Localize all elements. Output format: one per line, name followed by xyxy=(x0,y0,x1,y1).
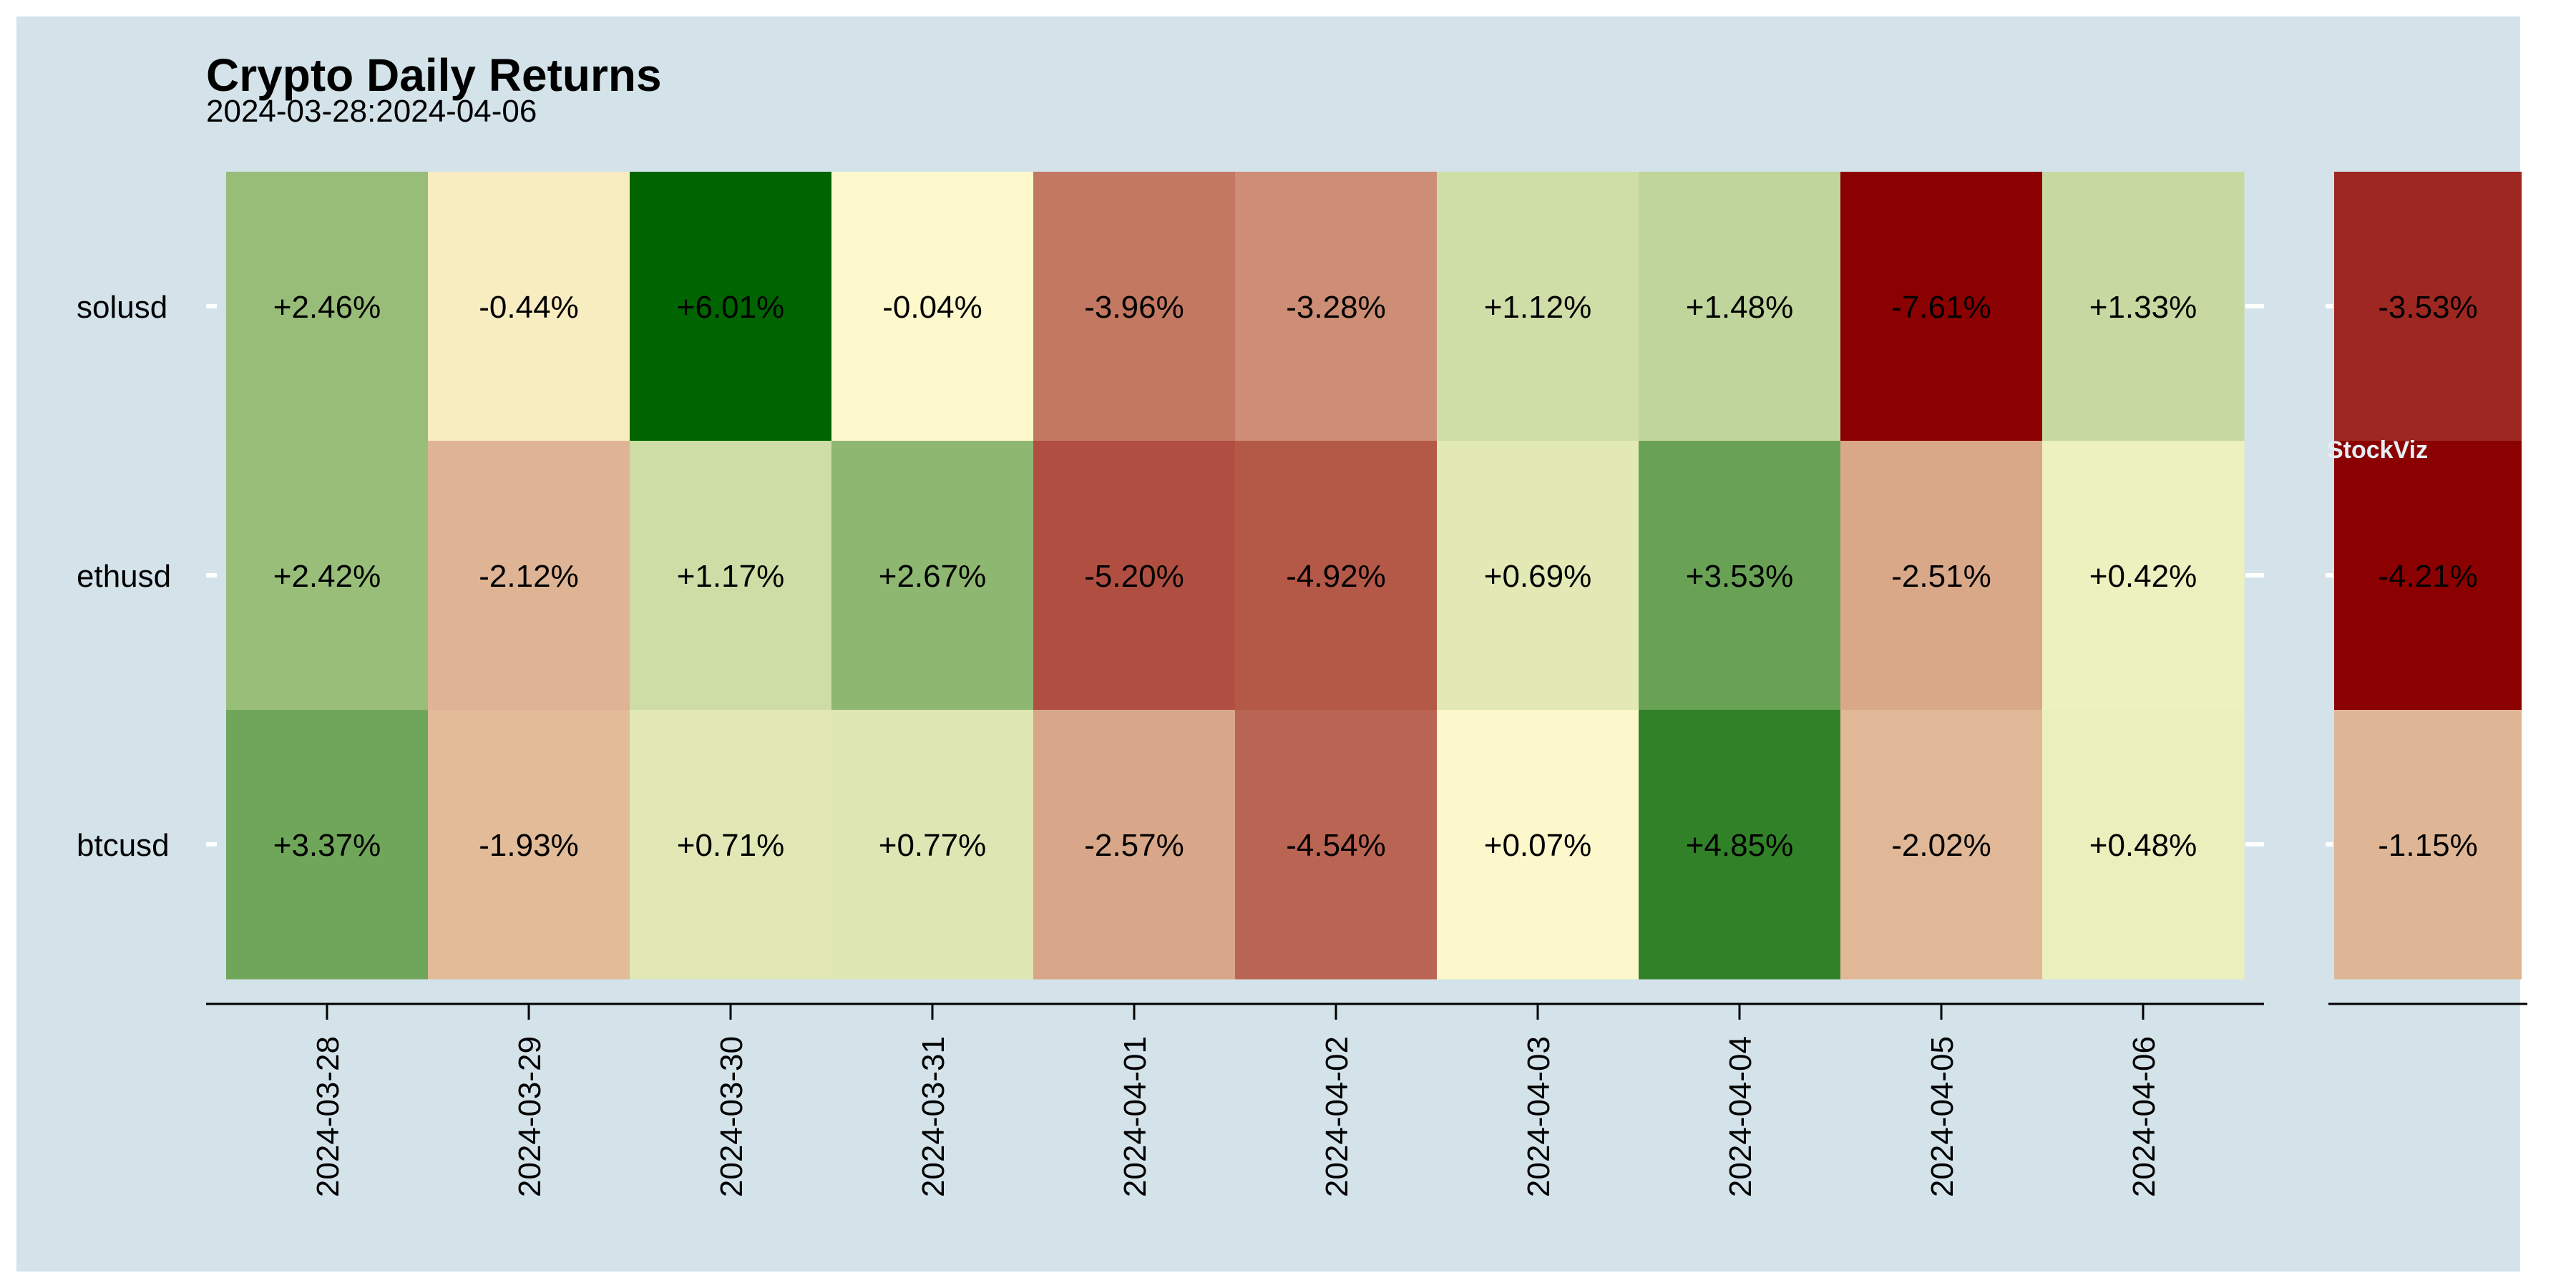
cell-label: +2.42% xyxy=(273,559,381,594)
heatmap-cell xyxy=(630,441,832,711)
x-tick-label: 2024-04-03 xyxy=(1521,1036,1556,1197)
heatmap-cell xyxy=(1033,710,1236,980)
cell-label: -3.96% xyxy=(1084,290,1184,325)
heatmap-cell xyxy=(831,172,1034,441)
heatmap-cell xyxy=(428,441,630,711)
cell-label: +2.67% xyxy=(879,559,986,594)
cell-label: -2.57% xyxy=(1084,828,1184,863)
cell-label: +1.33% xyxy=(2089,290,2197,325)
x-tick-label: 2024-04-05 xyxy=(1925,1036,1960,1197)
x-tick-label: 2024-04-04 xyxy=(1723,1036,1758,1197)
heatmap-cell xyxy=(226,441,429,711)
heatmap-cell xyxy=(831,441,1034,711)
cell-label: +0.77% xyxy=(879,828,986,863)
heatmap-cell xyxy=(428,172,630,441)
heatmap-cell xyxy=(1235,172,1438,441)
cell-label: +3.37% xyxy=(273,828,381,863)
heatmap-cell xyxy=(1235,710,1438,980)
heatmap-cell xyxy=(2042,710,2245,980)
summary-cell xyxy=(2334,441,2522,711)
x-tick-label: 2024-03-31 xyxy=(916,1036,951,1197)
x-tick-label: 2024-04-01 xyxy=(1118,1036,1153,1197)
cell-label: -2.02% xyxy=(1891,828,1991,863)
heatmap-cell xyxy=(1639,172,1841,441)
heatmap-cell xyxy=(2042,441,2245,711)
heatmap-cell xyxy=(226,172,429,441)
cell-label: +1.17% xyxy=(677,559,784,594)
cell-label: +1.48% xyxy=(1686,290,1793,325)
heatmap-cell xyxy=(226,710,429,980)
cell-label: +0.71% xyxy=(677,828,784,863)
cell-label: -7.61% xyxy=(1891,290,1991,325)
heatmap-cell xyxy=(1639,710,1841,980)
x-tick-label: 2024-03-29 xyxy=(512,1036,547,1197)
summary-cell-label: -1.15% xyxy=(2378,828,2477,863)
cell-label: +2.46% xyxy=(273,290,381,325)
chart-title: Crypto Daily Returns xyxy=(206,49,662,101)
heatmap-cell xyxy=(1639,441,1841,711)
summary-cell xyxy=(2334,172,2522,441)
summary-heatmap: -3.53% -4.21% -1.15% xyxy=(2334,172,2522,980)
heatmap-cell xyxy=(428,710,630,980)
cell-label: -5.20% xyxy=(1084,559,1184,594)
summary-cell xyxy=(2334,710,2522,980)
cell-label: +4.85% xyxy=(1686,828,1793,863)
heatmap-cell xyxy=(1033,441,1236,711)
cell-label: +0.42% xyxy=(2089,559,2197,594)
x-tick-label: 2024-04-02 xyxy=(1319,1036,1355,1197)
heatmap-cell xyxy=(1437,710,1639,980)
cell-label: +3.53% xyxy=(1686,559,1793,594)
heatmap-cell xyxy=(1840,172,2043,441)
heatmap-cell xyxy=(630,172,832,441)
y-tick-label: btcusd xyxy=(77,828,170,863)
heatmap-cell xyxy=(630,710,832,980)
cell-label: -2.51% xyxy=(1891,559,1991,594)
cell-label: -1.93% xyxy=(479,828,578,863)
cell-label: -0.44% xyxy=(479,290,578,325)
heatmap-cell xyxy=(1033,172,1236,441)
chart-subtitle: 2024-03-28:2024-04-06 xyxy=(206,94,537,129)
cell-label: -0.04% xyxy=(882,290,982,325)
x-tick-label: 2024-03-28 xyxy=(311,1036,346,1197)
main-heatmap: +2.46% -0.44% +6.01% -0.04% -3.96% -3.28% +1.1… xyxy=(226,172,2245,980)
watermark-text: StockViz xyxy=(2327,436,2428,464)
cell-label: +0.48% xyxy=(2089,828,2197,863)
axes: solusd ethusd btcusd 2024-03-28 2024-03-29 20… xyxy=(77,290,2533,1197)
y-tick-label: solusd xyxy=(77,290,167,325)
heatmap-cell xyxy=(831,710,1034,980)
summary-cell-label: -3.53% xyxy=(2378,290,2477,325)
cell-label: -2.12% xyxy=(479,559,578,594)
cell-label: +0.69% xyxy=(1484,559,1591,594)
heatmap-cell xyxy=(1437,172,1639,441)
cell-label: -4.92% xyxy=(1286,559,1385,594)
summary-cell-label: -4.21% xyxy=(2378,559,2477,594)
cell-label: +6.01% xyxy=(677,290,784,325)
cell-label: -4.54% xyxy=(1286,828,1385,863)
y-tick-label: ethusd xyxy=(77,559,171,594)
heatmap-cell xyxy=(1235,441,1438,711)
heatmap-cell xyxy=(2042,172,2245,441)
cell-label: +1.12% xyxy=(1484,290,1591,325)
cell-label: -3.28% xyxy=(1286,290,1385,325)
x-tick-label: 2024-03-30 xyxy=(714,1036,749,1197)
cell-label: +0.07% xyxy=(1484,828,1591,863)
heatmap-cell xyxy=(1840,710,2043,980)
heatmap-cell xyxy=(1840,441,2043,711)
heatmap-cell xyxy=(1437,441,1639,711)
x-tick-label: 2024-04-06 xyxy=(2127,1036,2162,1197)
